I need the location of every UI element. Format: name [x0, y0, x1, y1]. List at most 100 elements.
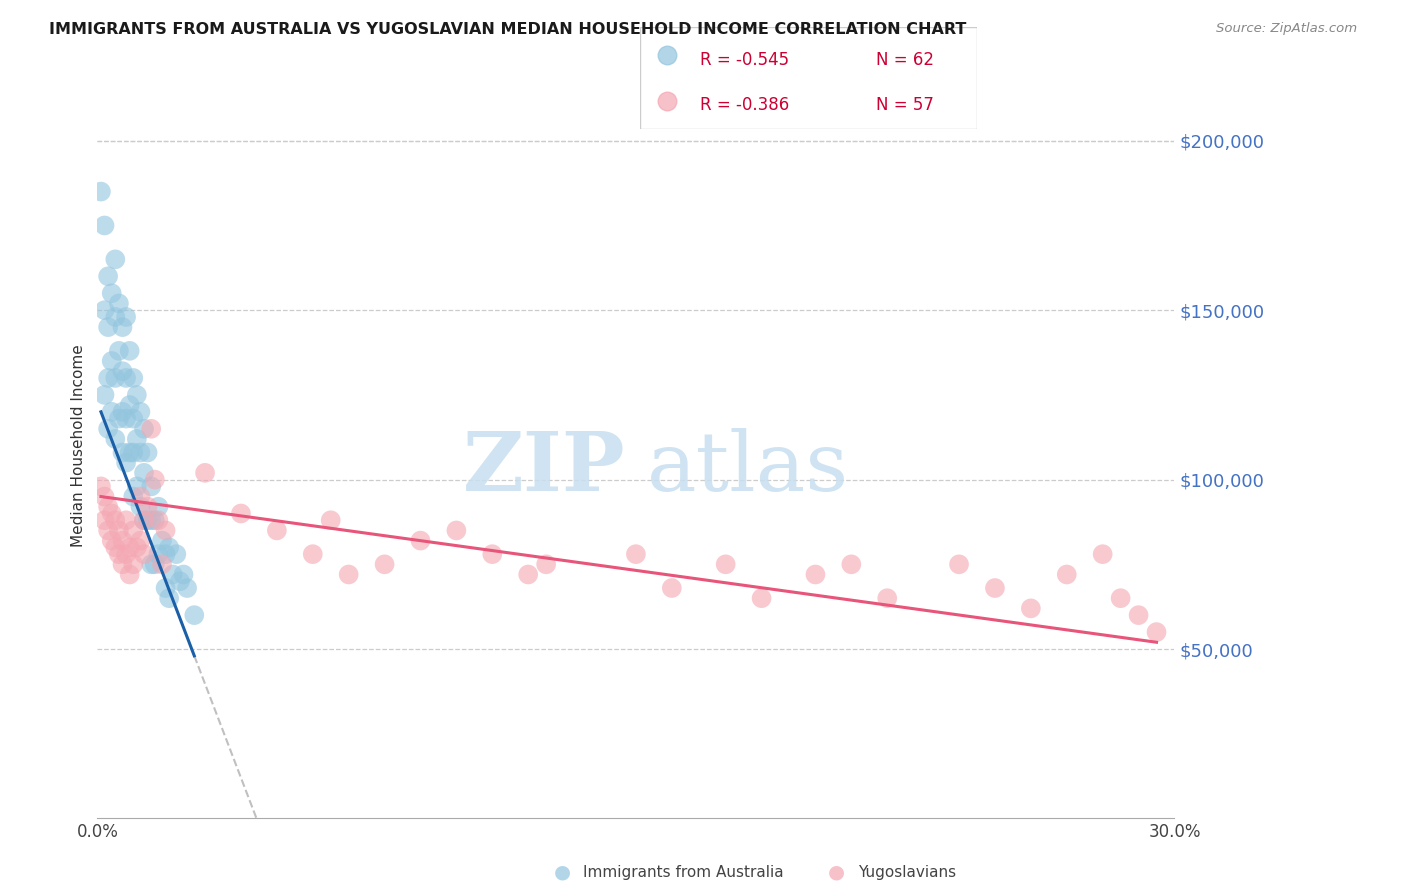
Point — [97, 524, 120, 538]
Point — [132, 513, 155, 527]
Point — [517, 567, 540, 582]
Point — [374, 558, 396, 572]
Point — [125, 541, 148, 555]
Point — [876, 591, 898, 606]
Text: N = 62: N = 62 — [876, 51, 934, 69]
Point — [122, 524, 145, 538]
Point — [162, 567, 184, 582]
Point — [97, 320, 120, 334]
Point — [93, 388, 115, 402]
Point — [141, 422, 163, 436]
Point — [93, 490, 115, 504]
Point — [93, 303, 115, 318]
Point — [173, 567, 195, 582]
Point — [481, 547, 503, 561]
Point — [301, 547, 323, 561]
Point — [100, 286, 122, 301]
Point — [446, 524, 468, 538]
Point — [714, 558, 737, 572]
Point — [125, 479, 148, 493]
Point — [129, 445, 152, 459]
Point — [104, 541, 127, 555]
Point — [141, 479, 163, 493]
Point — [115, 547, 138, 561]
Point — [150, 558, 173, 572]
Point — [157, 591, 180, 606]
Point — [155, 524, 177, 538]
Point — [150, 533, 173, 548]
Point — [104, 513, 127, 527]
Point — [1128, 608, 1150, 623]
Point — [984, 581, 1007, 595]
Point — [115, 310, 138, 324]
Point — [1056, 567, 1078, 582]
Point — [111, 364, 134, 378]
Point — [148, 513, 170, 527]
Point — [108, 296, 131, 310]
Point — [148, 547, 170, 561]
Point — [104, 252, 127, 267]
Point — [136, 445, 159, 459]
Point — [125, 432, 148, 446]
Point — [143, 473, 166, 487]
Point — [129, 405, 152, 419]
Point — [136, 513, 159, 527]
Point — [108, 411, 131, 425]
Point — [93, 219, 115, 233]
Point — [266, 524, 288, 538]
Text: atlas: atlas — [647, 428, 849, 508]
Point — [337, 567, 360, 582]
Point — [115, 371, 138, 385]
Point — [93, 513, 115, 527]
Text: ZIP: ZIP — [463, 428, 626, 508]
Point — [115, 411, 138, 425]
Point — [118, 567, 141, 582]
Point — [129, 533, 152, 548]
Point — [129, 490, 152, 504]
Point — [176, 581, 198, 595]
Point — [122, 558, 145, 572]
Point — [841, 558, 863, 572]
Point — [624, 547, 647, 561]
Point — [118, 343, 141, 358]
Text: R = -0.545: R = -0.545 — [700, 51, 790, 69]
Text: N = 57: N = 57 — [876, 95, 934, 113]
FancyBboxPatch shape — [640, 27, 977, 129]
Point — [157, 541, 180, 555]
Point — [136, 500, 159, 514]
Point — [122, 411, 145, 425]
Point — [100, 507, 122, 521]
Point — [132, 547, 155, 561]
Point — [115, 513, 138, 527]
Point — [169, 574, 191, 589]
Point — [143, 558, 166, 572]
Point — [111, 445, 134, 459]
Point — [118, 541, 141, 555]
Point — [97, 422, 120, 436]
Text: R = -0.386: R = -0.386 — [700, 95, 790, 113]
Point — [90, 479, 112, 493]
Point — [1109, 591, 1132, 606]
Point — [148, 500, 170, 514]
Point — [97, 371, 120, 385]
Point — [655, 94, 678, 108]
Point — [661, 581, 683, 595]
Text: Immigrants from Australia: Immigrants from Australia — [583, 865, 785, 880]
Point — [100, 405, 122, 419]
Point — [122, 371, 145, 385]
Point — [118, 445, 141, 459]
Text: Source: ZipAtlas.com: Source: ZipAtlas.com — [1216, 22, 1357, 36]
Point — [111, 320, 134, 334]
Point — [165, 547, 187, 561]
Point — [534, 558, 557, 572]
Point — [948, 558, 970, 572]
Point — [409, 533, 432, 548]
Point — [132, 466, 155, 480]
Point — [118, 398, 141, 412]
Point — [111, 533, 134, 548]
Y-axis label: Median Household Income: Median Household Income — [72, 344, 86, 547]
Point — [229, 507, 252, 521]
Point — [1146, 625, 1168, 640]
Point — [122, 445, 145, 459]
Point — [141, 513, 163, 527]
